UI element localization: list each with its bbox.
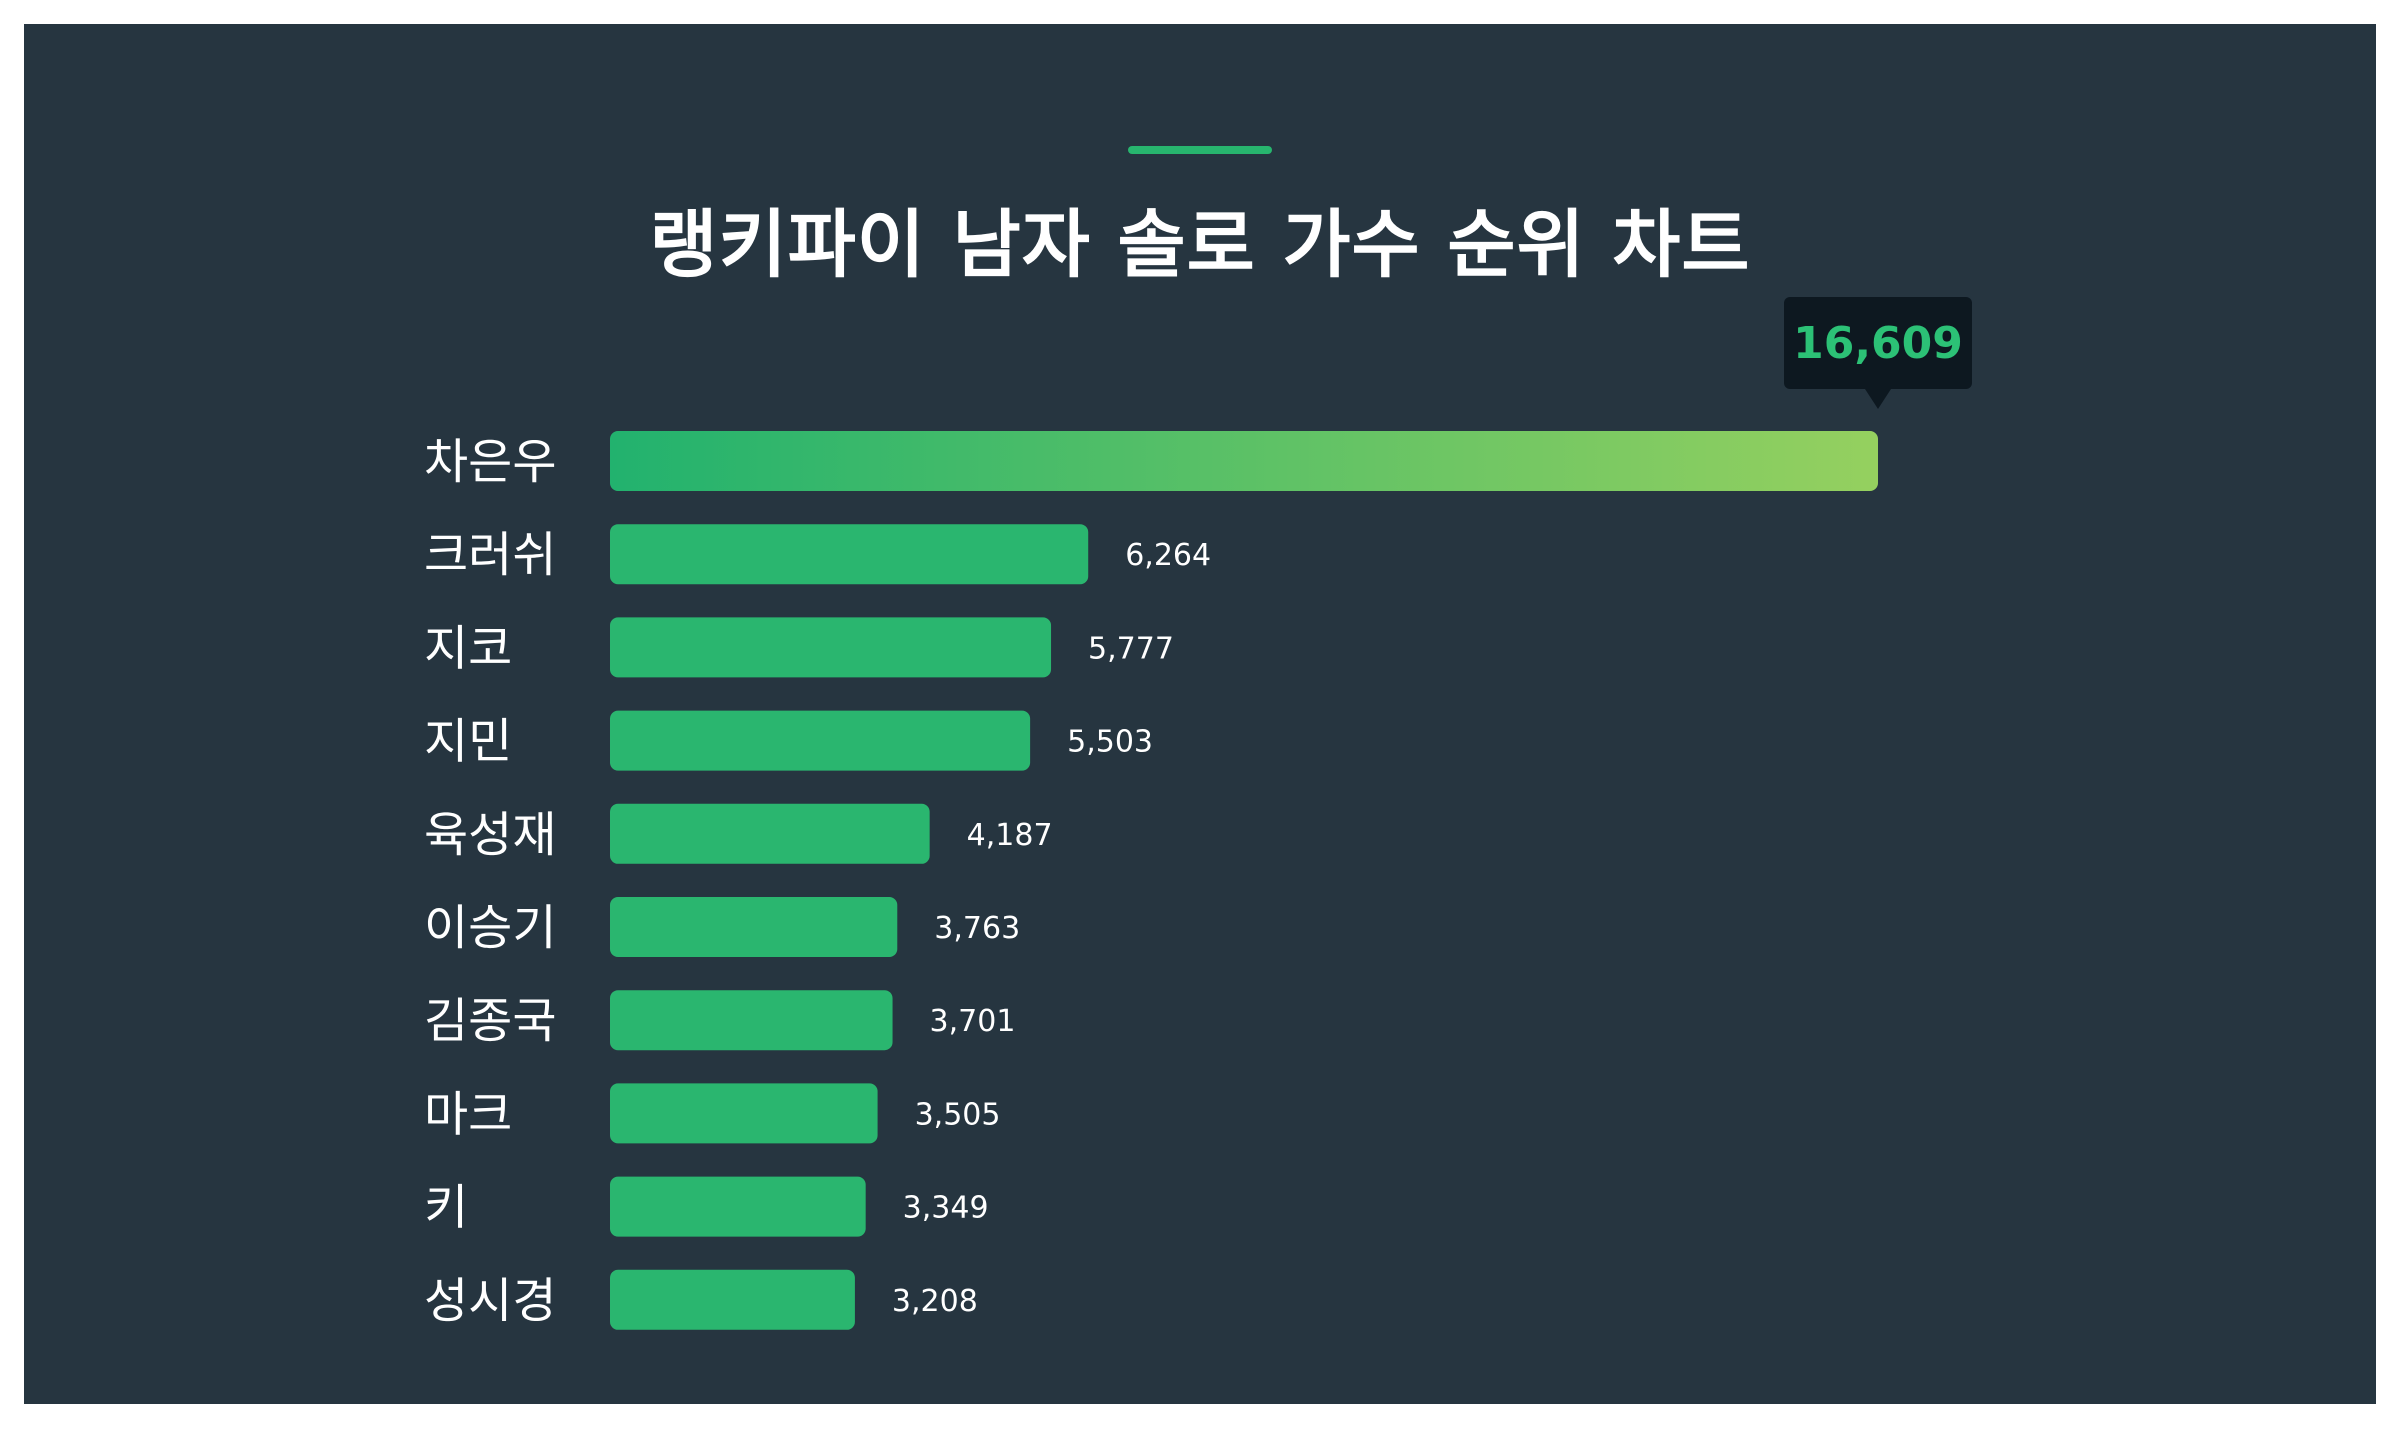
title-accent-line <box>1128 146 1272 154</box>
category-label: 크러쉬 <box>424 527 556 583</box>
category-label: 지민 <box>424 714 512 770</box>
bar <box>610 897 898 957</box>
value-label: 3,763 <box>934 911 1020 946</box>
callout-box <box>1784 297 1972 389</box>
category-label: 김종국 <box>424 993 556 1049</box>
bar <box>610 710 1031 771</box>
value-label: 16,609 <box>1793 318 1963 369</box>
bar <box>610 803 930 864</box>
value-label: 3,701 <box>930 1004 1016 1039</box>
bar <box>610 617 1052 678</box>
bars-group: 차은우 16,609 크러쉬 6,264 지코 5,777 지민 5,503 육성재 4,187 이… <box>424 297 1972 1330</box>
bar <box>610 990 893 1051</box>
value-label: 3,505 <box>915 1097 1001 1132</box>
value-label: 5,777 <box>1088 631 1174 666</box>
value-label: 4,187 <box>967 818 1053 853</box>
category-label: 마크 <box>424 1086 512 1142</box>
category-label: 차은우 <box>424 434 556 490</box>
bar <box>610 1083 878 1144</box>
bar <box>610 1269 855 1330</box>
bar <box>610 524 1089 585</box>
category-label: 성시경 <box>424 1273 556 1329</box>
category-label: 이승기 <box>424 900 556 956</box>
value-label: 3,208 <box>892 1284 978 1319</box>
value-label: 5,503 <box>1067 725 1153 760</box>
bar <box>610 1176 866 1237</box>
value-label: 6,264 <box>1125 538 1211 573</box>
category-label: 지코 <box>424 620 512 676</box>
category-label: 육성재 <box>424 807 556 863</box>
value-label: 3,349 <box>903 1191 989 1226</box>
chart-title: 랭키파이 남자 솔로 가수 순위 차트 <box>649 202 1751 288</box>
callout-pointer <box>1865 389 1891 409</box>
category-label: 키 <box>424 1180 468 1236</box>
highlight-bar <box>610 431 1878 491</box>
chart-background <box>24 24 2376 1404</box>
value-callout: 16,609 <box>1784 297 1972 409</box>
